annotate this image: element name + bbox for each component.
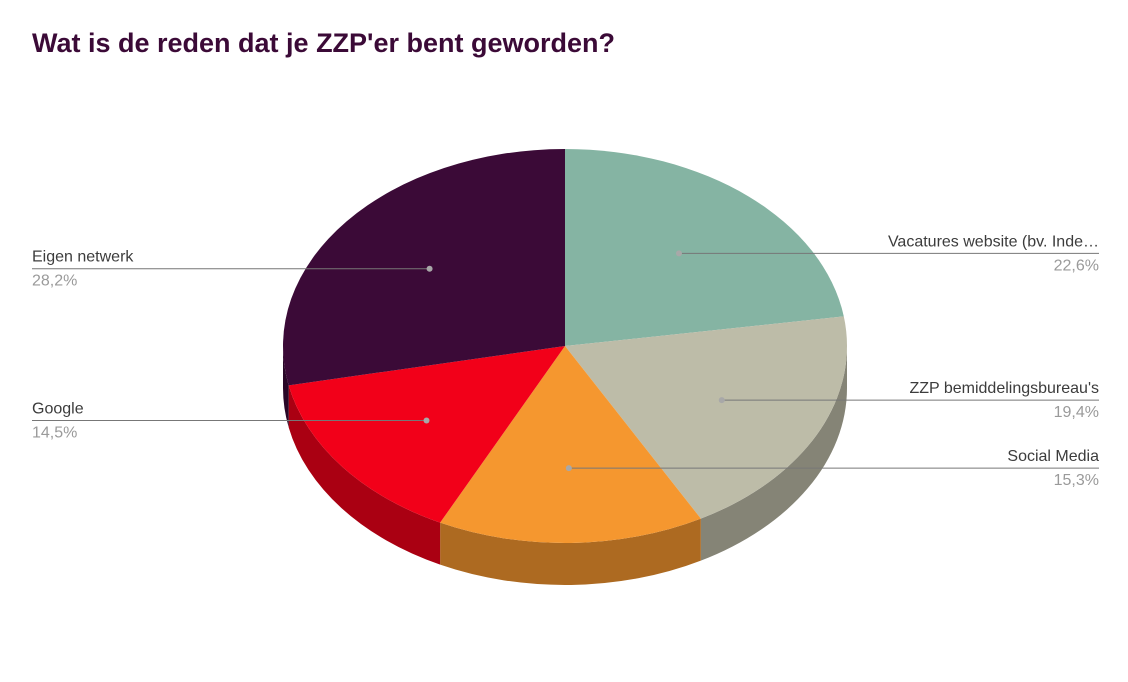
slice-value-social-media: 15,3% bbox=[1054, 472, 1099, 489]
leader-dot-zzp-bemiddelingsbureau-s bbox=[718, 397, 725, 404]
slice-side-zzp-bemiddelingsbureau-s bbox=[700, 346, 848, 561]
leader-dot-vacatures-website-bv-inde bbox=[675, 250, 682, 257]
slice-google[interactable] bbox=[288, 346, 565, 523]
slice-side-google bbox=[288, 385, 441, 565]
slice-side-social-media bbox=[440, 518, 701, 585]
leader-dot-social-media bbox=[565, 465, 572, 472]
slice-eigen-netwerk[interactable] bbox=[283, 149, 565, 386]
slice-value-eigen-netwerk: 28,2% bbox=[32, 273, 77, 290]
slice-value-vacatures-website-bv-inde: 22,6% bbox=[1054, 257, 1099, 274]
leader-dot-google bbox=[423, 417, 430, 424]
slice-label-google: Google bbox=[32, 401, 84, 418]
slice-value-google: 14,5% bbox=[32, 425, 77, 442]
slice-side-eigen-netwerk bbox=[283, 346, 289, 428]
slice-label-vacatures-website-bv-inde: Vacatures website (bv. Inde… bbox=[888, 233, 1099, 250]
slice-label-eigen-netwerk: Eigen netwerk bbox=[32, 249, 134, 266]
chart-title: Wat is de reden dat je ZZP'er bent gewor… bbox=[32, 28, 616, 58]
slice-value-zzp-bemiddelingsbureau-s: 19,4% bbox=[1054, 404, 1099, 421]
slice-label-social-media: Social Media bbox=[1007, 448, 1099, 465]
slice-social-media[interactable] bbox=[440, 346, 701, 543]
leader-dot-eigen-netwerk bbox=[426, 265, 433, 272]
slice-label-zzp-bemiddelingsbureau-s: ZZP bemiddelingsbureau's bbox=[909, 380, 1099, 397]
slice-vacatures-website-bv-inde[interactable] bbox=[565, 149, 844, 346]
